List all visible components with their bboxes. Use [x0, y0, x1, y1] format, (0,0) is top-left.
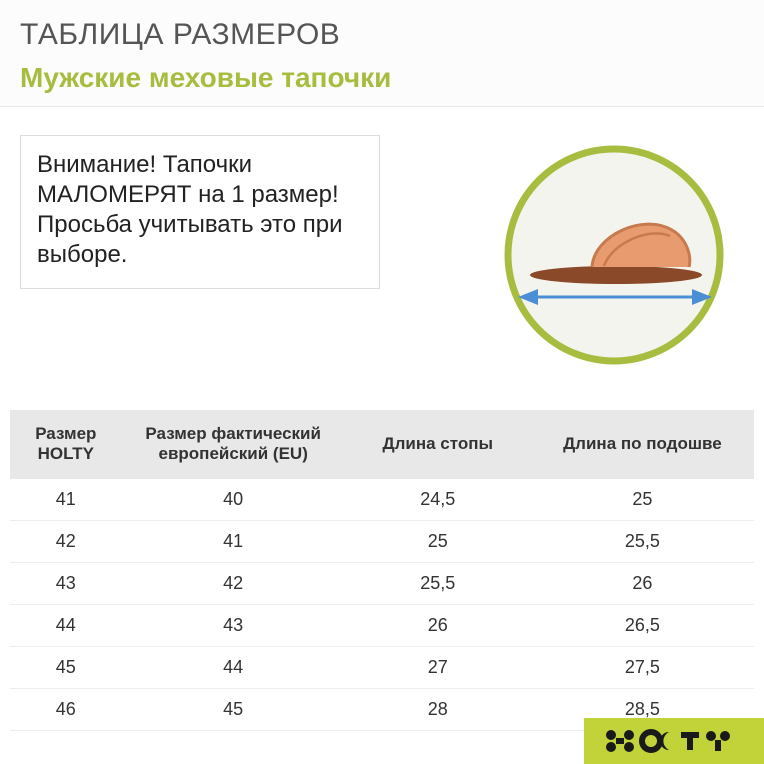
- holty-logo-icon: [599, 725, 749, 757]
- table-row: 42 41 25 25,5: [10, 520, 754, 562]
- cell: 44: [10, 604, 122, 646]
- subtitle: Мужские меховые тапочки: [20, 62, 744, 94]
- cell: 25,5: [531, 520, 754, 562]
- cell: 40: [122, 479, 345, 521]
- col-header-eu: Размер фактический европейский (EU): [122, 410, 345, 479]
- cell: 41: [122, 520, 345, 562]
- cell: 25,5: [345, 562, 531, 604]
- table-row: 45 44 27 27,5: [10, 646, 754, 688]
- table-header-row: Размер HOLTY Размер фактический европейс…: [10, 410, 754, 479]
- cell: 45: [122, 688, 345, 730]
- cell: 45: [10, 646, 122, 688]
- notice-text: Внимание! Тапочки МАЛОМЕРЯТ на 1 размер!…: [37, 151, 342, 268]
- size-table-wrap: Размер HOLTY Размер фактический европейс…: [0, 400, 764, 731]
- table-row: 44 43 26 26,5: [10, 604, 754, 646]
- table-body: 41 40 24,5 25 42 41 25 25,5 43 42 25,5 2…: [10, 479, 754, 731]
- notice-row: Внимание! Тапочки МАЛОМЕРЯТ на 1 размер!…: [0, 107, 764, 400]
- col-header-foot-length: Длина стопы: [345, 410, 531, 479]
- cell: 28: [345, 688, 531, 730]
- cell: 26: [345, 604, 531, 646]
- header-section: ТАБЛИЦА РАЗМЕРОВ Мужские меховые тапочки: [0, 0, 764, 107]
- slipper-icon: [494, 135, 734, 375]
- col-header-holty: Размер HOLTY: [10, 410, 122, 479]
- table-row: 43 42 25,5 26: [10, 562, 754, 604]
- cell: 25: [531, 479, 754, 521]
- col-header-sole-length: Длина по подошве: [531, 410, 754, 479]
- cell: 42: [10, 520, 122, 562]
- slipper-illustration: [494, 135, 734, 380]
- footer-logo-bar: [584, 718, 764, 764]
- cell: 42: [122, 562, 345, 604]
- cell: 27: [345, 646, 531, 688]
- cell: 25: [345, 520, 531, 562]
- cell: 44: [122, 646, 345, 688]
- cell: 43: [10, 562, 122, 604]
- cell: 41: [10, 479, 122, 521]
- cell: 24,5: [345, 479, 531, 521]
- cell: 43: [122, 604, 345, 646]
- table-row: 41 40 24,5 25: [10, 479, 754, 521]
- cell: 26,5: [531, 604, 754, 646]
- cell: 26: [531, 562, 754, 604]
- cell: 46: [10, 688, 122, 730]
- size-table: Размер HOLTY Размер фактический европейс…: [10, 410, 754, 731]
- notice-box: Внимание! Тапочки МАЛОМЕРЯТ на 1 размер!…: [20, 135, 380, 289]
- page-title: ТАБЛИЦА РАЗМЕРОВ: [20, 18, 744, 52]
- cell: 27,5: [531, 646, 754, 688]
